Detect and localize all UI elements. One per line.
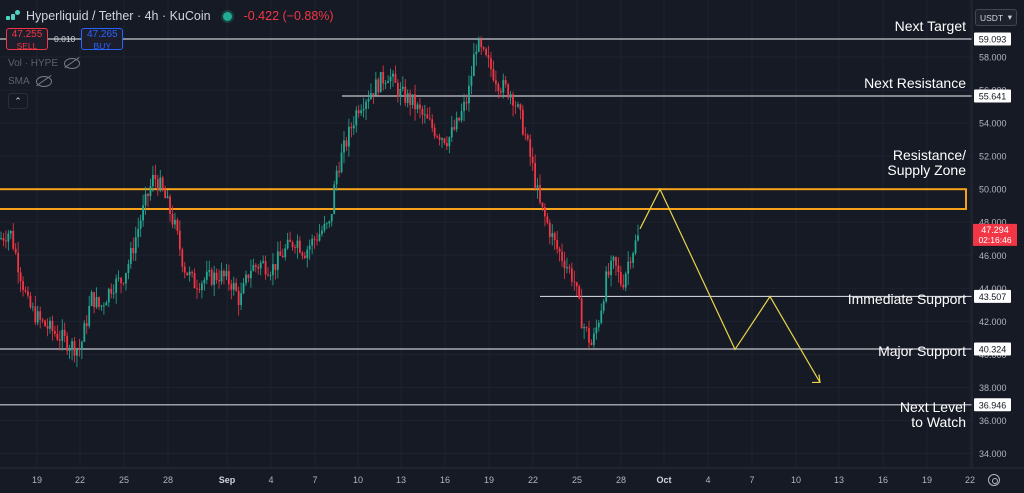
price-tick: 44.000 bbox=[979, 284, 1007, 294]
time-axis[interactable]: 19 22 25 28 Sep 4 7 10 13 16 19 22 25 28 Oct 4 7 10 13 16 19… bbox=[32, 475, 975, 485]
supply-zone bbox=[0, 188, 967, 211]
sell-price: 47.255 bbox=[11, 29, 43, 40]
grid-lines bbox=[0, 0, 972, 468]
price-tick: 46.000 bbox=[979, 251, 1007, 261]
time-tick: 7 bbox=[749, 475, 754, 485]
annotation-label[interactable]: Major Support bbox=[878, 343, 966, 359]
time-tick: 7 bbox=[312, 475, 317, 485]
time-tick: 10 bbox=[791, 475, 801, 485]
symbol-title[interactable]: Hyperliquid / Tether · 4h · KuCoin bbox=[26, 9, 211, 23]
price-change: -0.422 (−0.88%) bbox=[243, 9, 334, 23]
trade-buttons: 47.255 SELL 0.010 47.265 BUY bbox=[6, 28, 124, 51]
time-tick: 28 bbox=[163, 475, 173, 485]
annotation-label[interactable]: Immediate Support bbox=[847, 291, 966, 307]
annotation-label[interactable]: Next Resistance bbox=[864, 75, 966, 91]
level-price-label: 59.093 bbox=[979, 35, 1007, 45]
price-tick: 52.000 bbox=[979, 152, 1007, 162]
chevron-down-icon: ▾ bbox=[1007, 12, 1012, 22]
eye-hidden-icon[interactable] bbox=[35, 76, 52, 87]
price-tick: 34.000 bbox=[979, 449, 1007, 459]
time-tick: 25 bbox=[572, 475, 582, 485]
annotation-label[interactable]: Next Level to Watch bbox=[899, 399, 966, 430]
level-price-label: 55.641 bbox=[979, 92, 1007, 102]
time-tick: 19 bbox=[922, 475, 932, 485]
buy-button[interactable]: 47.265 BUY bbox=[81, 28, 124, 51]
chevron-up-icon: ⌃ bbox=[14, 96, 22, 106]
sell-label: SELL bbox=[16, 41, 38, 51]
eye-hidden-icon[interactable] bbox=[64, 58, 81, 69]
level-price-labels: 59.093 55.641 43.507 40.324 36.946 bbox=[974, 32, 1011, 412]
resistance-zone-box[interactable] bbox=[0, 188, 967, 211]
level-price-label: 36.946 bbox=[979, 400, 1007, 410]
price-tick: 50.000 bbox=[979, 185, 1007, 195]
projection-path bbox=[639, 187, 821, 384]
indicator-label: Vol · HYPE bbox=[8, 58, 59, 69]
arrow-head-icon bbox=[812, 374, 821, 384]
time-tick: 13 bbox=[396, 475, 406, 485]
time-tick: 19 bbox=[32, 475, 42, 485]
indicator-volume[interactable]: Vol · HYPE bbox=[8, 58, 81, 69]
time-tick: 19 bbox=[484, 475, 494, 485]
price-tick: 58.000 bbox=[979, 53, 1007, 63]
annotation-label[interactable]: Resistance/ Supply Zone bbox=[887, 147, 966, 178]
price-tick: 38.000 bbox=[979, 383, 1007, 393]
price-tick: 54.000 bbox=[979, 119, 1007, 129]
buy-price: 47.265 bbox=[86, 29, 118, 40]
time-tick: 13 bbox=[834, 475, 844, 485]
candlesticks bbox=[0, 36, 639, 368]
level-price-label: 40.324 bbox=[979, 345, 1007, 355]
spread-value: 0.010 bbox=[54, 34, 76, 44]
time-tick: 4 bbox=[705, 475, 710, 485]
collapse-legend-button[interactable]: ⌃ bbox=[8, 93, 28, 109]
sell-button[interactable]: 47.255 SELL bbox=[6, 28, 48, 51]
symbol-header: Hyperliquid / Tether · 4h · KuCoin -0.42… bbox=[6, 9, 334, 23]
time-tick: Oct bbox=[656, 475, 671, 485]
projection-line[interactable] bbox=[639, 187, 821, 383]
time-tick: 25 bbox=[119, 475, 129, 485]
level-price-label: 43.507 bbox=[979, 292, 1007, 302]
time-tick: 16 bbox=[440, 475, 450, 485]
currency-select[interactable]: USDT ▾ bbox=[975, 9, 1017, 26]
level-lines bbox=[0, 38, 972, 406]
time-tick: 16 bbox=[878, 475, 888, 485]
last-price: 47.294 bbox=[981, 225, 1009, 235]
currency-value: USDT bbox=[980, 12, 1004, 23]
time-tick: 4 bbox=[268, 475, 273, 485]
price-tick: 42.000 bbox=[979, 317, 1007, 327]
indicator-label: SMA bbox=[8, 76, 30, 87]
annotation-label[interactable]: Next Target bbox=[894, 18, 966, 34]
settings-gear-icon[interactable] bbox=[988, 474, 1000, 486]
price-tick: 48.000 bbox=[979, 218, 1007, 228]
time-tick: 22 bbox=[528, 475, 538, 485]
market-status-dot-icon bbox=[222, 11, 232, 21]
indicator-sma[interactable]: SMA bbox=[8, 76, 52, 87]
time-tick: Sep bbox=[219, 475, 236, 485]
time-tick: 10 bbox=[353, 475, 363, 485]
time-tick: 22 bbox=[75, 475, 85, 485]
time-tick: 28 bbox=[616, 475, 626, 485]
time-tick: 22 bbox=[965, 475, 975, 485]
bar-countdown: 02:16:46 bbox=[978, 235, 1011, 245]
price-tick: 36.000 bbox=[979, 416, 1007, 426]
hyperliquid-logo-icon bbox=[6, 10, 20, 22]
buy-label: BUY bbox=[93, 41, 112, 51]
